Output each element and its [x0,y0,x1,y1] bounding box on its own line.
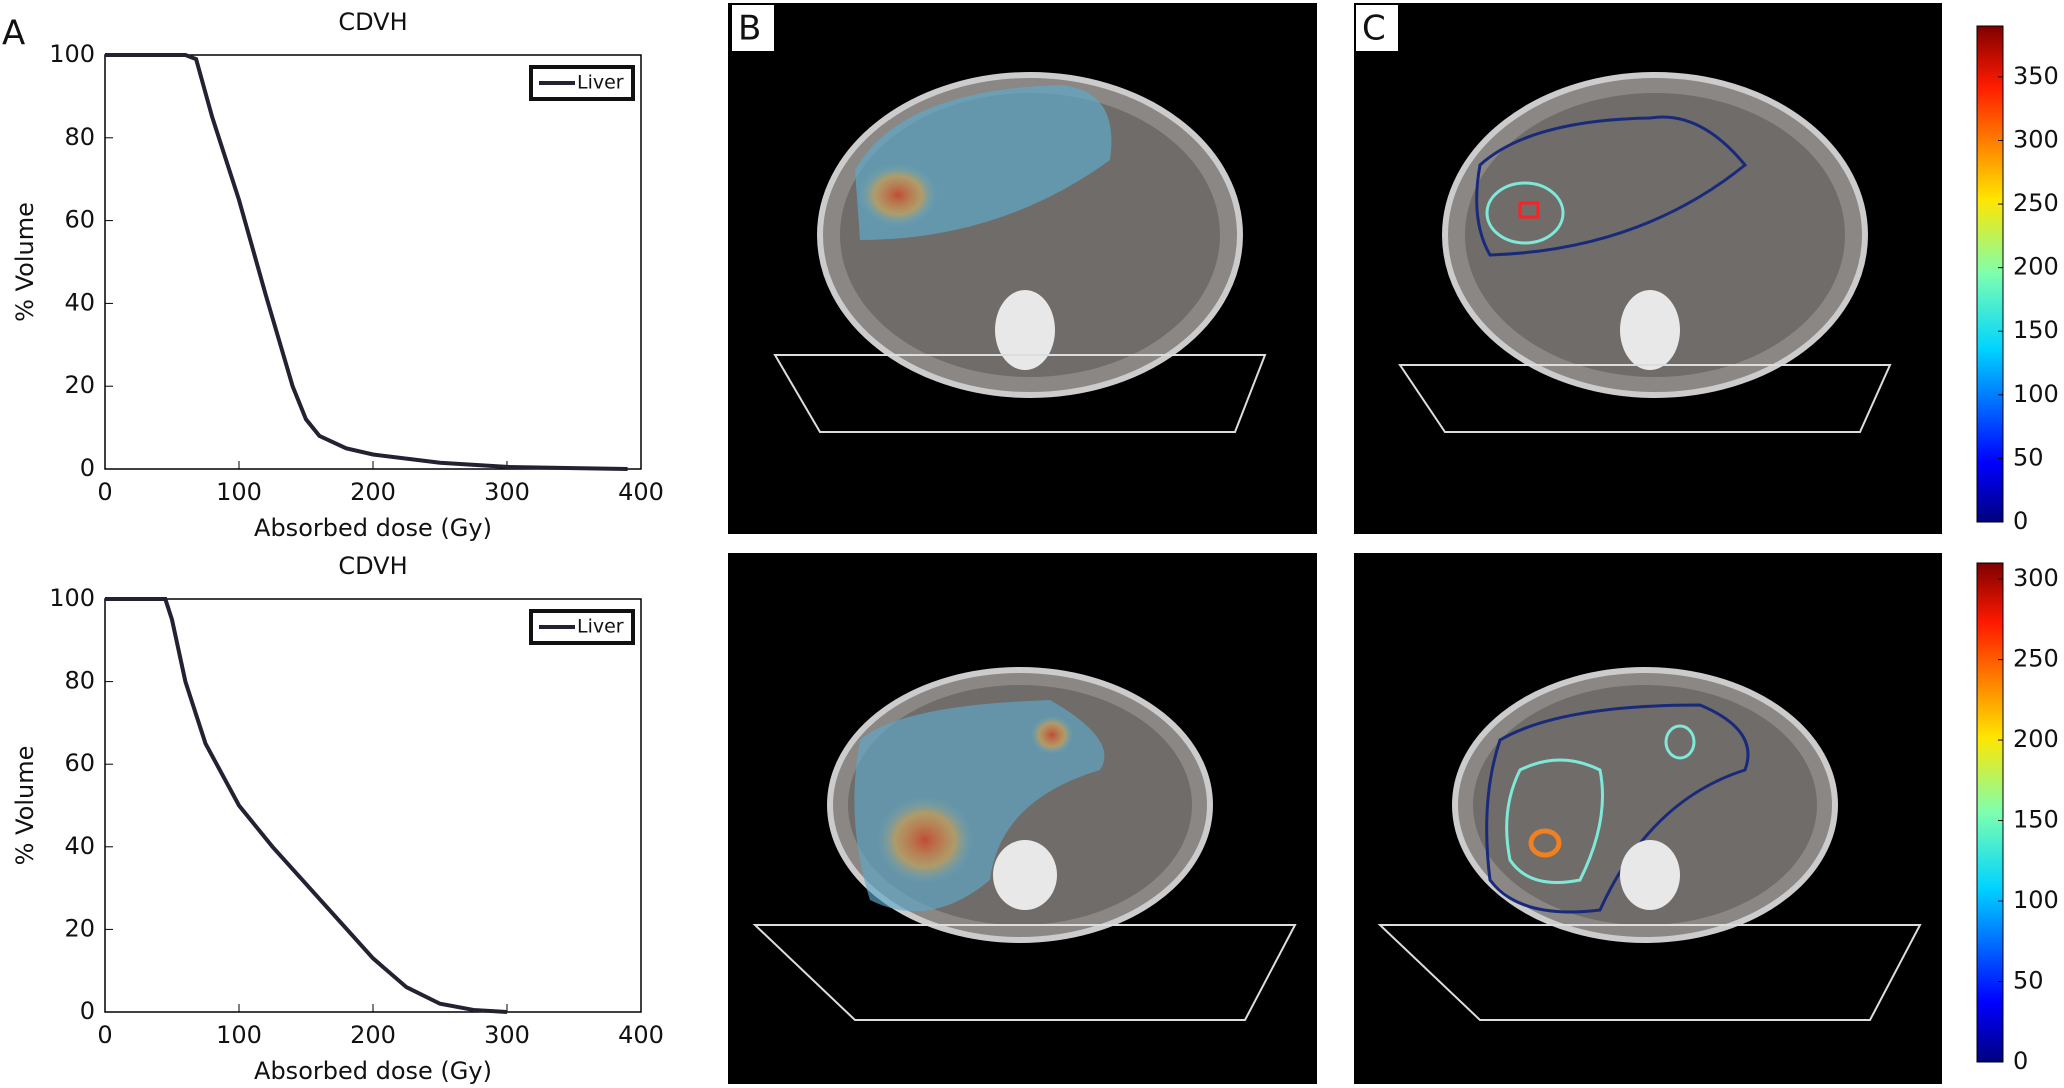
ct-image-b-top [728,3,1317,534]
colorbar-tick-label: 300 [2013,125,2059,153]
y-tick-label: 40 [64,288,95,316]
x-tick-label: 0 [97,1021,112,1049]
colorbar-tick-label: 50 [2013,443,2044,471]
data-line [105,597,508,1014]
data-line [105,53,628,471]
colorbar-tick-label: 0 [2013,1047,2028,1075]
panel-label: A [2,14,25,54]
legend-label: Liver [577,616,624,638]
colorbar-tick-label: 150 [2013,316,2059,344]
y-tick-label: 0 [80,997,95,1025]
ct-image-b-bottom [728,553,1317,1084]
x-tick-label: 300 [484,1021,530,1049]
x-tick-label: 400 [618,1021,664,1049]
y-tick-label: 20 [64,371,95,399]
colorbar-tick-label: 300 [2013,564,2059,592]
x-axis-label: Absorbed dose (Gy) [254,514,492,542]
x-tick-label: 300 [484,478,530,506]
legend-label: Liver [577,72,624,94]
x-tick-label: 100 [216,478,262,506]
colorbar-tick-label: 150 [2013,806,2059,834]
y-tick-label: 80 [64,667,95,695]
panel-label-bg [732,5,774,51]
colorbar-tick-label: 200 [2013,725,2059,753]
x-tick-label: 200 [350,1021,396,1049]
colorbar-tick-label: 100 [2013,886,2059,914]
x-tick-label: 400 [618,478,664,506]
chart-title: CDVH [338,8,407,36]
y-tick-label: 40 [64,832,95,860]
plot-frame [104,54,642,470]
x-tick-label: 100 [216,1021,262,1049]
y-tick-label: 100 [49,584,95,612]
colorbar-tick-label: 0 [2013,507,2028,535]
y-tick-label: 80 [64,123,95,151]
y-tick-label: 100 [49,40,95,68]
chart-title: CDVH [338,552,407,580]
colorbar-tick-label: 200 [2013,253,2059,281]
x-axis-label: Absorbed dose (Gy) [254,1057,492,1085]
colorbar-tick-label: 250 [2013,189,2059,217]
y-tick-label: 0 [80,454,95,482]
y-axis-label: % Volume [11,746,39,866]
colorbar-tick-label: 350 [2013,62,2059,90]
y-tick-label: 20 [64,914,95,942]
panel-label: B [738,9,761,49]
x-tick-label: 0 [97,478,112,506]
ct-image-c-bottom [1354,553,1942,1084]
colorbar [1976,25,2004,523]
colorbar-tick-label: 100 [2013,380,2059,408]
y-axis-label: % Volume [11,202,39,322]
y-tick-label: 60 [64,749,95,777]
colorbar-tick-label: 250 [2013,645,2059,673]
plot-frame [104,598,642,1013]
panel-label-bg [1356,5,1398,51]
y-tick-label: 60 [64,206,95,234]
colorbar [1976,562,2004,1063]
x-tick-label: 200 [350,478,396,506]
panel-label: C [1362,9,1386,49]
ct-image-c-top [1354,3,1942,534]
colorbar-tick-label: 50 [2013,967,2044,995]
